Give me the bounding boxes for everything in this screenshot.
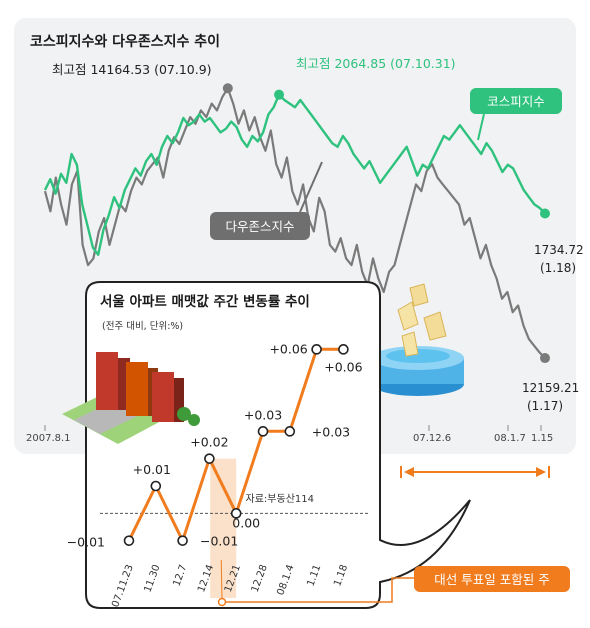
kospi-end-value: 1734.72 xyxy=(534,243,584,257)
highlight-note-label: 대선 투표일 포함된 주 xyxy=(434,572,549,587)
dow-end-value: 12159.21 xyxy=(522,381,579,395)
dow-max-label: 최고점 14164.53 (07.10.9) xyxy=(52,62,212,77)
inset-panel xyxy=(85,281,471,609)
kospi-end-date: (1.18) xyxy=(540,261,576,275)
highlight-band xyxy=(210,458,237,598)
inset-point-0 xyxy=(123,535,135,546)
kospi-max-point xyxy=(274,89,285,100)
main-chart-lines xyxy=(43,83,550,364)
inset-value-label-12-7: −0.01 xyxy=(200,534,238,549)
main-x-tick-0: 2007.8.1 xyxy=(26,433,71,444)
inset-value-label-8: +0.06 xyxy=(324,359,362,374)
highlight-note: 대선 투표일 포함된 주 xyxy=(217,566,570,607)
dow-series-line xyxy=(43,87,546,359)
kospi-badge: 코스피지수 xyxy=(470,88,562,141)
inset-title: 서울 아파트 매맷값 주간 변동률 추이 xyxy=(100,293,310,310)
highlight-leader xyxy=(220,559,223,599)
inset-value-label-1: +0.01 xyxy=(133,462,171,477)
inset-source: 자료:부동산114 xyxy=(246,493,314,505)
inset-point-2 xyxy=(177,535,188,546)
main-x-tick-3: 1.15 xyxy=(531,433,553,444)
inset-value-label-7: +0.06 xyxy=(269,341,307,356)
dow-max-point xyxy=(222,83,233,94)
dow-badge-label: 다우존스지수 xyxy=(225,219,294,234)
kospi-badge-label: 코스피지수 xyxy=(487,94,545,109)
main-chart-title: 코스피지수와 다우존스지수 추이 xyxy=(30,33,220,50)
coins-illustration xyxy=(372,283,464,396)
inset-value-label-0: −0.01 xyxy=(67,535,105,550)
inset-point-4 xyxy=(230,508,242,519)
buildings-illustration xyxy=(62,352,200,444)
main-x-tick-2: 08.1.7 xyxy=(494,433,526,444)
kospi-end-point xyxy=(540,208,550,219)
inset-point-7 xyxy=(311,344,322,355)
dow-end-date: (1.17) xyxy=(527,399,563,413)
kospi-series-line xyxy=(43,93,546,257)
inset-value-label-4: 0.00 xyxy=(232,515,260,530)
main-x-tick-1: 07.12.6 xyxy=(413,433,451,444)
dow-badge: 다우존스지수 xyxy=(210,161,323,240)
main-x-axis: 2007.8.1 07.12.6 08.1.7 1.15 xyxy=(26,425,553,444)
inset-value-label-5: +0.03 xyxy=(244,407,282,422)
inset-value-label-6: +0.03 xyxy=(312,424,350,439)
inset-point-3 xyxy=(204,453,215,464)
kospi-max-label: 최고점 2064.85 (07.10.31) xyxy=(296,56,456,71)
inset-point-8 xyxy=(338,344,349,355)
inset-point-5 xyxy=(257,426,269,437)
inset-value-label-3: +0.02 xyxy=(190,435,228,450)
inset-subtitle: (전주 대비, 단위:%) xyxy=(102,320,183,332)
range-arrow xyxy=(400,466,550,478)
inset-point-1 xyxy=(150,480,162,492)
inset-point-6 xyxy=(284,426,296,437)
dow-end-point xyxy=(540,353,550,364)
